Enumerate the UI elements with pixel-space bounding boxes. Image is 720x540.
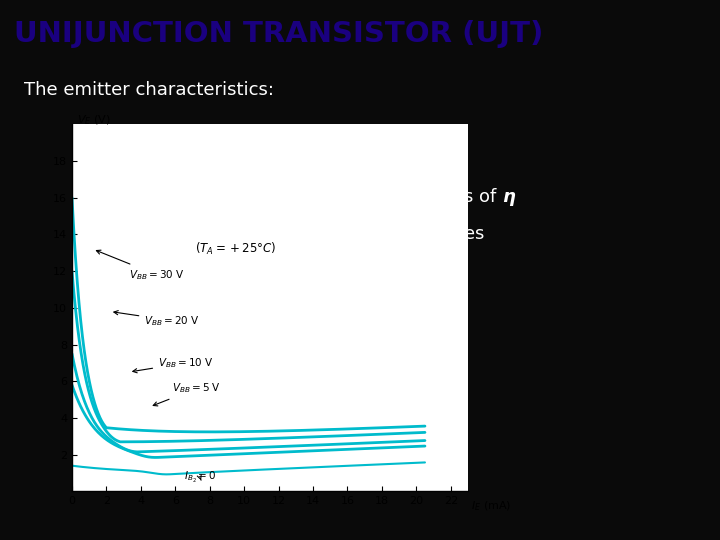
Text: and $\boldsymbol{V_D}$, $\boldsymbol{V_P}$ varies: and $\boldsymbol{V_D}$, $\boldsymbol{V_P… [330,223,485,244]
Text: $I_E$ (mA): $I_E$ (mA) [472,500,512,513]
Text: UNIJUNCTION TRANSISTOR (UJT): UNIJUNCTION TRANSISTOR (UJT) [14,20,544,48]
Text: $V_{BB} = 30$ V: $V_{BB} = 30$ V [96,250,184,282]
Text: $V_{BB} = 5$ V: $V_{BB} = 5$ V [153,382,221,406]
Text: For fixed values of $\boldsymbol{\eta}$: For fixed values of $\boldsymbol{\eta}$ [330,186,517,208]
Text: $(T_A = +25°C)$: $(T_A = +25°C)$ [195,241,276,257]
Text: $V_E$ (V): $V_E$ (V) [77,114,111,127]
Text: $V_{BB} = 10$ V: $V_{BB} = 10$ V [132,356,214,373]
Text: $I_{B_2} = 0$: $I_{B_2} = 0$ [184,470,216,485]
Text: $V_{BB} = 20$ V: $V_{BB} = 20$ V [114,310,200,328]
Text: The emitter characteristics:: The emitter characteristics: [24,82,274,99]
Text: with $\boldsymbol{V_{BB}}$.: with $\boldsymbol{V_{BB}}$. [330,259,410,280]
